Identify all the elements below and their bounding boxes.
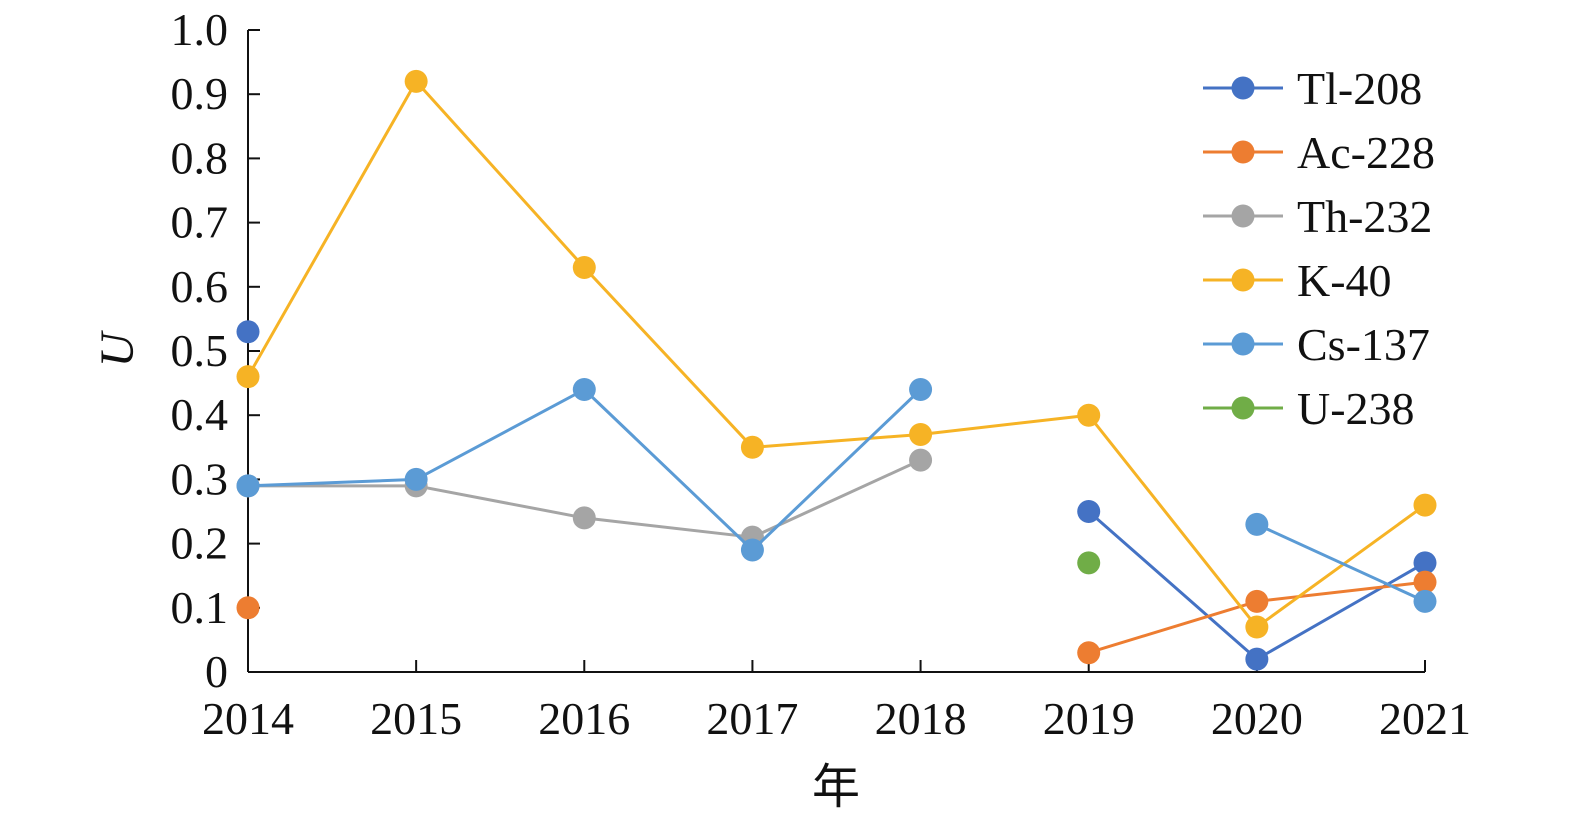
y-tick-label: 0.1 bbox=[171, 582, 229, 633]
legend-swatch-marker bbox=[1231, 332, 1255, 356]
x-tick-label: 2021 bbox=[1379, 693, 1471, 744]
x-tick-label: 2014 bbox=[202, 693, 294, 744]
legend-label: Th-232 bbox=[1297, 191, 1432, 242]
legend-label: U-238 bbox=[1297, 383, 1415, 434]
x-tick-label: 2018 bbox=[875, 693, 967, 744]
data-point-ac-228-2019 bbox=[1077, 641, 1101, 665]
y-ticks: 0 0.1 0.2 0.3 0.4 0.5 0.6 0.7 0.8 0.9 1.0 bbox=[171, 4, 260, 697]
data-point-k-40-2016 bbox=[572, 256, 596, 280]
data-point-k-40-2019 bbox=[1077, 403, 1101, 427]
series-tl-208 bbox=[236, 320, 1437, 671]
data-point-th-232-2018 bbox=[909, 448, 933, 472]
y-tick-label: 0.2 bbox=[171, 518, 229, 569]
x-axis-title: 年 bbox=[812, 761, 860, 814]
data-point-cs-137-2020 bbox=[1245, 512, 1269, 536]
x-tick-label: 2017 bbox=[706, 693, 798, 744]
legend-label: Ac-228 bbox=[1297, 127, 1435, 178]
y-tick-label: 0.8 bbox=[171, 132, 229, 183]
data-point-k-40-2021 bbox=[1413, 493, 1437, 517]
data-point-cs-137-2017 bbox=[740, 538, 764, 562]
legend: Tl-208 Ac-228 Th-232 K-40 Cs-137 U-238 bbox=[1203, 63, 1435, 434]
legend-swatch-marker bbox=[1231, 204, 1255, 228]
y-tick-label: 0 bbox=[205, 646, 228, 697]
legend-swatch-marker bbox=[1231, 268, 1255, 292]
data-point-k-40-2020 bbox=[1245, 615, 1269, 639]
data-point-ac-228-2021 bbox=[1413, 570, 1437, 594]
legend-label: Tl-208 bbox=[1297, 63, 1422, 114]
data-point-ac-228-2020 bbox=[1245, 589, 1269, 613]
y-tick-label: 0.9 bbox=[171, 68, 229, 119]
x-ticks: 2014 2015 2016 2017 2018 2019 2020 2021 bbox=[202, 660, 1471, 744]
data-point-tl-208-2021 bbox=[1413, 551, 1437, 575]
data-point-tl-208-2019 bbox=[1077, 500, 1101, 523]
data-point-u-238-2019 bbox=[1077, 551, 1101, 575]
data-point-cs-137-2015 bbox=[404, 467, 428, 491]
data-point-k-40-2017 bbox=[740, 435, 764, 459]
series-u-238 bbox=[1077, 551, 1101, 575]
legend-label: K-40 bbox=[1297, 255, 1392, 306]
y-tick-label: 0.3 bbox=[171, 453, 229, 504]
series-ac-228 bbox=[236, 570, 1437, 665]
data-point-tl-208-2020 bbox=[1245, 647, 1269, 671]
data-point-cs-137-2014 bbox=[236, 474, 260, 498]
legend-label: Cs-137 bbox=[1297, 319, 1430, 370]
data-point-cs-137-2021 bbox=[1413, 589, 1437, 613]
x-tick-label: 2015 bbox=[370, 693, 462, 744]
x-tick-label: 2020 bbox=[1211, 693, 1303, 744]
y-tick-label: 0.6 bbox=[171, 261, 229, 312]
legend-item-th-232: Th-232 bbox=[1203, 191, 1432, 242]
series-group bbox=[236, 69, 1437, 671]
y-tick-label: 0.4 bbox=[171, 389, 229, 440]
data-point-ac-228-2014 bbox=[236, 596, 260, 620]
legend-swatch-marker bbox=[1231, 76, 1255, 100]
series-th-232 bbox=[236, 448, 933, 549]
y-axis-title: U bbox=[91, 329, 144, 367]
series-k-40 bbox=[236, 69, 1437, 639]
legend-item-tl-208: Tl-208 bbox=[1203, 63, 1422, 114]
legend-item-k-40: K-40 bbox=[1203, 255, 1392, 306]
series-line-k-40 bbox=[246, 79, 1426, 629]
series-line-cs-137 bbox=[1256, 522, 1426, 603]
data-point-k-40-2015 bbox=[404, 69, 428, 93]
legend-item-u-238: U-238 bbox=[1203, 383, 1415, 434]
legend-swatch-marker bbox=[1231, 396, 1255, 420]
data-point-th-232-2016 bbox=[572, 506, 596, 530]
data-point-k-40-2014 bbox=[236, 365, 260, 389]
data-point-k-40-2018 bbox=[909, 422, 933, 446]
legend-item-cs-137: Cs-137 bbox=[1203, 319, 1430, 370]
y-tick-label: 0.5 bbox=[171, 325, 229, 376]
legend-item-ac-228: Ac-228 bbox=[1203, 127, 1435, 178]
legend-swatch-marker bbox=[1231, 140, 1255, 164]
data-point-cs-137-2018 bbox=[909, 378, 933, 402]
data-point-cs-137-2016 bbox=[572, 378, 596, 402]
y-tick-label: 0.7 bbox=[171, 197, 229, 248]
x-tick-label: 2016 bbox=[538, 693, 630, 744]
x-tick-label: 2019 bbox=[1043, 693, 1135, 744]
series-cs-137 bbox=[236, 378, 1437, 613]
y-tick-label: 1.0 bbox=[171, 4, 229, 55]
data-point-tl-208-2014 bbox=[236, 320, 260, 344]
